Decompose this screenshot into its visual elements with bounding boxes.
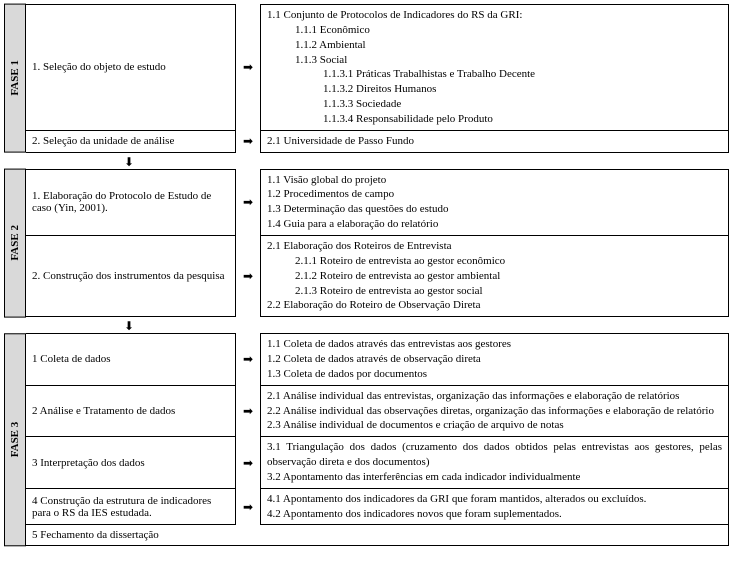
right-content: 2.1 Análise individual das entrevistas, … [267,389,722,434]
right-line: 2.2 Análise individual das observações d… [267,404,722,419]
phase-body: 1 Coleta de dados➡1.1 Coleta de dados at… [26,333,729,546]
right-cell: 1.1 Coleta de dados através das entrevis… [260,333,729,386]
right-line: 1.1.3.2 Direitos Humanos [267,82,722,97]
right-line: 4.2 Apontamento dos indicadores novos qu… [267,507,722,522]
arrow-right-icon: ➡ [236,437,260,489]
right-line: 2.3 Análise individual de documentos e c… [267,418,722,433]
right-line: 1.1 Coleta de dados através das entrevis… [267,337,722,352]
phase-row: 1. Seleção do objeto de estudo➡ 1.1 Conju… [26,4,729,131]
arrow-right-icon: ➡ [236,489,260,526]
left-cell: 1. Seleção do objeto de estudo [26,4,236,131]
phase-block: FASE 11. Seleção do objeto de estudo➡ 1.1… [4,4,729,153]
right-line: 2.1 Análise individual das entrevistas, … [267,389,722,404]
phase-row: 4 Construção da estrutura de indicadores… [26,489,729,526]
arrow-down-icon: ⬇ [124,319,729,333]
right-content: 2.1 Universidade de Passo Fundo [267,134,722,149]
phase-body: 1. Seleção do objeto de estudo➡ 1.1 Conju… [26,4,729,153]
phase-row: 3 Interpretação dos dados➡3.1 Triangulaç… [26,437,729,489]
left-cell: 2 Análise e Tratamento de dados [26,386,236,438]
right-line: 1.1.1 Econômico [267,23,722,38]
right-line: 1.1 Conjunto de Protocolos de Indicadore… [267,8,722,23]
right-line: 3.2 Apontamento das interferências em ca… [267,470,722,485]
left-cell: 4 Construção da estrutura de indicadores… [26,489,236,526]
right-line: 1.2 Coleta de dados através de observaçã… [267,352,722,367]
right-line: 1.3 Determinação das questões do estudo [267,202,722,217]
phase-row: 2. Seleção da unidade de análise➡ 2.1 Uni… [26,131,729,153]
right-line: 1.3 Coleta de dados por documentos [267,367,722,382]
right-line: 1.2 Procedimentos de campo [267,187,722,202]
right-line: 2.1.3 Roteiro de entrevista ao gestor so… [267,284,722,299]
right-cell: 1.1 Visão global do projeto1.2 Procedime… [260,169,729,236]
right-content: 1.1 Conjunto de Protocolos de Indicadore… [267,8,722,127]
right-content: 4.1 Apontamento dos indicadores da GRI q… [267,492,722,522]
arrow-right-icon: ➡ [236,333,260,386]
phase-block: FASE 31 Coleta de dados➡1.1 Coleta de da… [4,333,729,546]
right-line: 4.1 Apontamento dos indicadores da GRI q… [267,492,722,507]
arrow-down-icon: ⬇ [124,155,729,169]
right-line: 1.1 Visão global do projeto [267,173,722,188]
right-content: 3.1 Triangulação dos dados (cruzamento d… [267,440,722,485]
right-line: 1.1.2 Ambiental [267,38,722,53]
phase-label: FASE 3 [4,333,26,546]
arrow-right-icon: ➡ [236,4,260,131]
full-row: 5 Fechamento da dissertação [26,525,729,546]
right-content: 2.1 Elaboração dos Roteiros de Entrevist… [267,239,722,313]
phase-row: 1. Elaboração do Protocolo de Estudo de … [26,169,729,236]
phase-row: 2. Construção dos instrumentos da pesqui… [26,236,729,317]
right-line: 3.1 Triangulação dos dados (cruzamento d… [267,440,722,470]
right-line: 2.2 Elaboração do Roteiro de Observação … [267,298,722,313]
right-line: 1.1.3.1 Práticas Trabalhistas e Trabalho… [267,67,722,82]
right-cell: 1.1 Conjunto de Protocolos de Indicadore… [260,4,729,131]
phase-label: FASE 1 [4,4,26,153]
arrow-right-icon: ➡ [236,131,260,153]
right-line: 1.4 Guia para a elaboração do relatório [267,217,722,232]
right-cell: 2.1 Universidade de Passo Fundo [260,131,729,153]
right-cell: 3.1 Triangulação dos dados (cruzamento d… [260,437,729,489]
phase-row: 2 Análise e Tratamento de dados➡ 2.1 Anál… [26,386,729,438]
left-cell: 2. Seleção da unidade de análise [26,131,236,153]
right-content: 1.1 Coleta de dados através das entrevis… [267,337,722,382]
right-cell: 2.1 Elaboração dos Roteiros de Entrevist… [260,236,729,317]
left-cell: 2. Construção dos instrumentos da pesqui… [26,236,236,317]
right-line: 1.1.3 Social [267,53,722,68]
right-cell: 2.1 Análise individual das entrevistas, … [260,386,729,438]
left-cell: 1 Coleta de dados [26,333,236,386]
left-cell: 1. Elaboração do Protocolo de Estudo de … [26,169,236,236]
left-cell: 3 Interpretação dos dados [26,437,236,489]
right-line: 2.1 Universidade de Passo Fundo [267,134,722,149]
phase-row: 1 Coleta de dados➡ 1.1 Coleta de dados at… [26,333,729,386]
right-content: 1.1 Visão global do projeto1.2 Procedime… [267,173,722,232]
phase-body: 1. Elaboração do Protocolo de Estudo de … [26,169,729,318]
arrow-right-icon: ➡ [236,386,260,438]
right-line: 2.1 Elaboração dos Roteiros de Entrevist… [267,239,722,254]
right-line: 1.1.3.3 Sociedade [267,97,722,112]
arrow-right-icon: ➡ [236,236,260,317]
phase-block: FASE 21. Elaboração do Protocolo de Estu… [4,169,729,318]
right-cell: 4.1 Apontamento dos indicadores da GRI q… [260,489,729,526]
right-line: 2.1.1 Roteiro de entrevista ao gestor ec… [267,254,722,269]
right-line: 1.1.3.4 Responsabilidade pelo Produto [267,112,722,127]
right-line: 2.1.2 Roteiro de entrevista ao gestor am… [267,269,722,284]
arrow-right-icon: ➡ [236,169,260,236]
phase-label: FASE 2 [4,169,26,318]
